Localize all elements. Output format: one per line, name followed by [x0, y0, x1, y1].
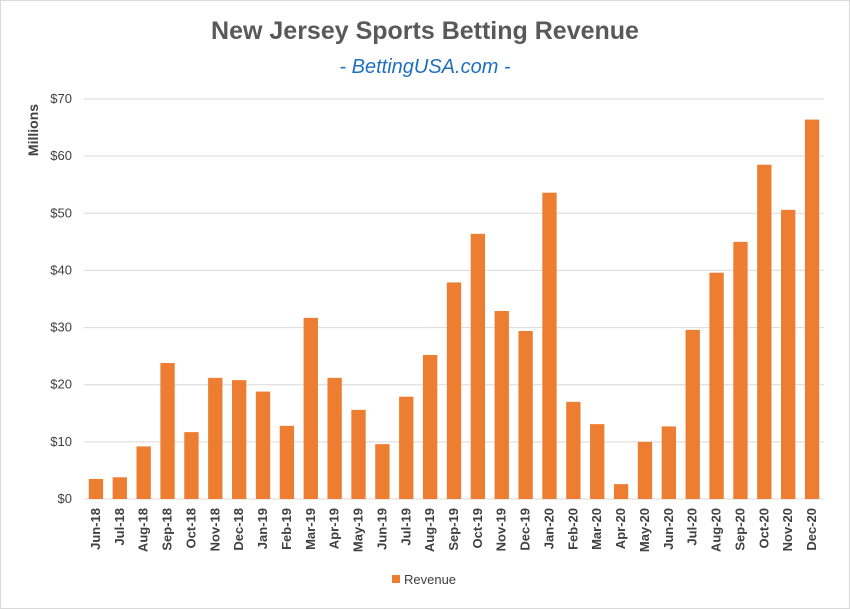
x-tick-label: Aug-20 [709, 508, 724, 552]
x-tick-label: Jun-19 [374, 508, 389, 550]
y-tick-label: $60 [50, 148, 72, 163]
x-tick-label: May-19 [351, 508, 366, 552]
bar-series-revenue [88, 119, 820, 500]
y-tick-label: $30 [50, 320, 72, 335]
x-tick-label: Sep-20 [732, 508, 747, 551]
x-tick-label: Dec-18 [231, 508, 246, 551]
x-tick-label: Apr-20 [613, 508, 628, 549]
bar [685, 329, 700, 499]
bar [709, 272, 724, 499]
chart-title: New Jersey Sports Betting Revenue [211, 17, 639, 45]
bar [184, 432, 199, 499]
x-tick-label: Mar-20 [589, 508, 604, 550]
x-tick-label: Apr-19 [327, 508, 342, 549]
bar [351, 409, 366, 499]
x-tick-label: Jan-20 [541, 508, 556, 549]
bar [781, 209, 796, 499]
y-tick-label: $70 [50, 91, 72, 106]
x-tick-label: Jun-20 [661, 508, 676, 550]
x-tick-label: Jul-19 [398, 508, 413, 546]
x-tick-label: Dec-19 [518, 508, 533, 551]
x-tick-label: Jan-19 [255, 508, 270, 549]
bar [566, 401, 581, 499]
bar [88, 479, 104, 499]
x-tick-label: Sep-19 [446, 508, 461, 551]
bar [542, 192, 557, 499]
bar [255, 391, 271, 499]
x-tick-label: Aug-18 [136, 508, 151, 552]
bar [518, 331, 533, 499]
y-tick-label: $50 [50, 205, 72, 220]
x-tick-label: Nov-18 [207, 508, 222, 551]
y-tick-label: $0 [58, 491, 72, 506]
bar [160, 363, 175, 499]
x-tick-label: May-20 [637, 508, 652, 552]
bar [112, 477, 127, 499]
x-tick-label: Nov-19 [494, 508, 509, 551]
bar [232, 380, 247, 499]
bar [399, 396, 414, 499]
bar [208, 377, 223, 499]
bar [804, 119, 820, 500]
bar [661, 426, 676, 499]
bar [279, 425, 295, 499]
x-tick-label: Feb-20 [565, 508, 580, 550]
x-tick-label: Nov-20 [780, 508, 795, 551]
x-tick-label: Sep-18 [160, 508, 175, 551]
x-axis-ticks: Jun-18 Jul-18 Aug-18 Sep-18 Oct-18 Nov-18 Dec-… [88, 508, 819, 552]
legend-swatch-revenue [392, 575, 400, 583]
y-tick-label: $20 [50, 377, 72, 392]
bar [446, 282, 462, 499]
y-axis-ticks: $0 $10 $20 $30 $40 $50 $60 $70 [50, 91, 72, 506]
y-tick-label: $40 [50, 262, 72, 277]
x-tick-label: Oct-20 [756, 508, 771, 548]
x-tick-label: Jul-20 [685, 508, 700, 546]
x-tick-label: Jun-18 [88, 508, 103, 550]
bar [470, 233, 486, 499]
bar [375, 444, 390, 499]
bar [422, 355, 438, 499]
bar [327, 377, 342, 499]
y-axis-label: Millions [25, 104, 41, 156]
bar [757, 164, 772, 499]
x-tick-label: Dec-20 [804, 508, 819, 551]
x-tick-label: Aug-19 [422, 508, 437, 552]
x-tick-label: Feb-19 [279, 508, 294, 550]
y-tick-label: $10 [50, 434, 72, 449]
legend: Revenue [392, 572, 456, 587]
bar [637, 441, 653, 499]
bar [303, 317, 318, 499]
bar [494, 311, 509, 499]
x-tick-label: Oct-19 [470, 508, 485, 548]
x-tick-label: Mar-19 [303, 508, 318, 550]
bar [590, 424, 605, 499]
chart-subtitle: - BettingUSA.com - [339, 56, 511, 78]
x-tick-label: Jul-18 [112, 508, 127, 546]
bar [613, 484, 629, 499]
bar [733, 241, 748, 499]
bar [136, 446, 151, 499]
x-tick-label: Oct-18 [183, 508, 198, 548]
legend-label-revenue: Revenue [404, 572, 456, 587]
